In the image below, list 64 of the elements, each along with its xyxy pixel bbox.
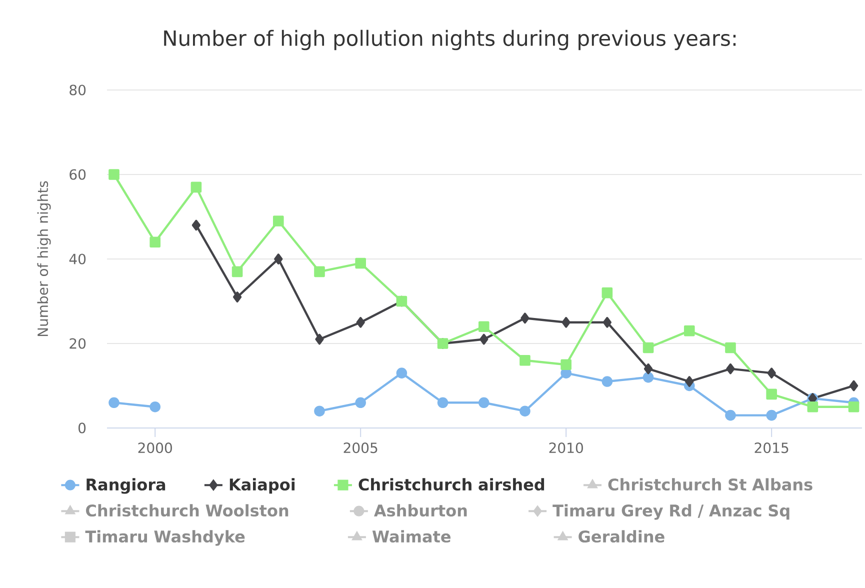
legend-label: Ashburton (374, 504, 467, 517)
point (562, 316, 570, 328)
y-tick-label: 60 (70, 169, 86, 180)
point (520, 406, 530, 416)
y-tick-label: 20 (70, 338, 86, 349)
point (232, 266, 243, 278)
point (642, 372, 654, 383)
point (314, 406, 325, 416)
y-axis-title: Number of high nights (37, 181, 51, 336)
legend-label: Waimate (372, 530, 451, 543)
point (314, 266, 325, 278)
point (478, 397, 490, 408)
x-tick-label: 2000 (138, 442, 172, 454)
point (108, 169, 120, 180)
point (520, 354, 530, 366)
point (190, 182, 202, 193)
legend-label: Kaiapoi (230, 478, 295, 494)
point (356, 316, 365, 328)
point (192, 220, 201, 231)
point (480, 334, 488, 345)
legend-label: Christchurch St Albans (608, 478, 812, 491)
legend-label: Christchurch airshed (358, 478, 544, 491)
legend-label: Christchurch Woolston (86, 504, 288, 517)
point (560, 359, 572, 370)
y-tick-label: 0 (78, 422, 86, 434)
point (602, 287, 613, 298)
y-tick-label: 80 (70, 84, 86, 96)
point (232, 292, 242, 302)
point (766, 410, 777, 421)
point (150, 236, 160, 248)
point (642, 342, 654, 354)
point (644, 363, 653, 374)
point (150, 401, 160, 412)
point (602, 316, 612, 328)
point (520, 312, 530, 324)
point (396, 368, 408, 378)
point (108, 397, 120, 408)
point (355, 397, 366, 408)
point (726, 363, 735, 374)
x-tick-label: 2010 (549, 442, 583, 454)
legend-label: Timaru Washdyke (85, 530, 245, 546)
point (767, 368, 776, 378)
legend-label: Rangiora (86, 478, 166, 494)
point (766, 388, 777, 400)
point (274, 254, 283, 264)
point (725, 342, 736, 354)
legend-label: Timaru Grey Rd / Anzac Sq (552, 504, 790, 520)
point (602, 376, 613, 387)
point (355, 258, 366, 269)
point (685, 376, 694, 387)
legend-label: Geraldine (578, 530, 664, 543)
x-tick-label: 2015 (754, 442, 788, 454)
y-tick-label: 40 (69, 254, 86, 264)
point (807, 401, 818, 412)
chart-title: Number of high pollution nights during previous years: (164, 30, 736, 50)
point (849, 380, 858, 392)
point (684, 325, 695, 336)
point (437, 397, 448, 408)
point (848, 401, 860, 412)
point (725, 410, 736, 421)
point (478, 321, 490, 332)
point (315, 334, 324, 345)
x-tick-label: 2005 (344, 442, 378, 454)
point (272, 216, 284, 226)
